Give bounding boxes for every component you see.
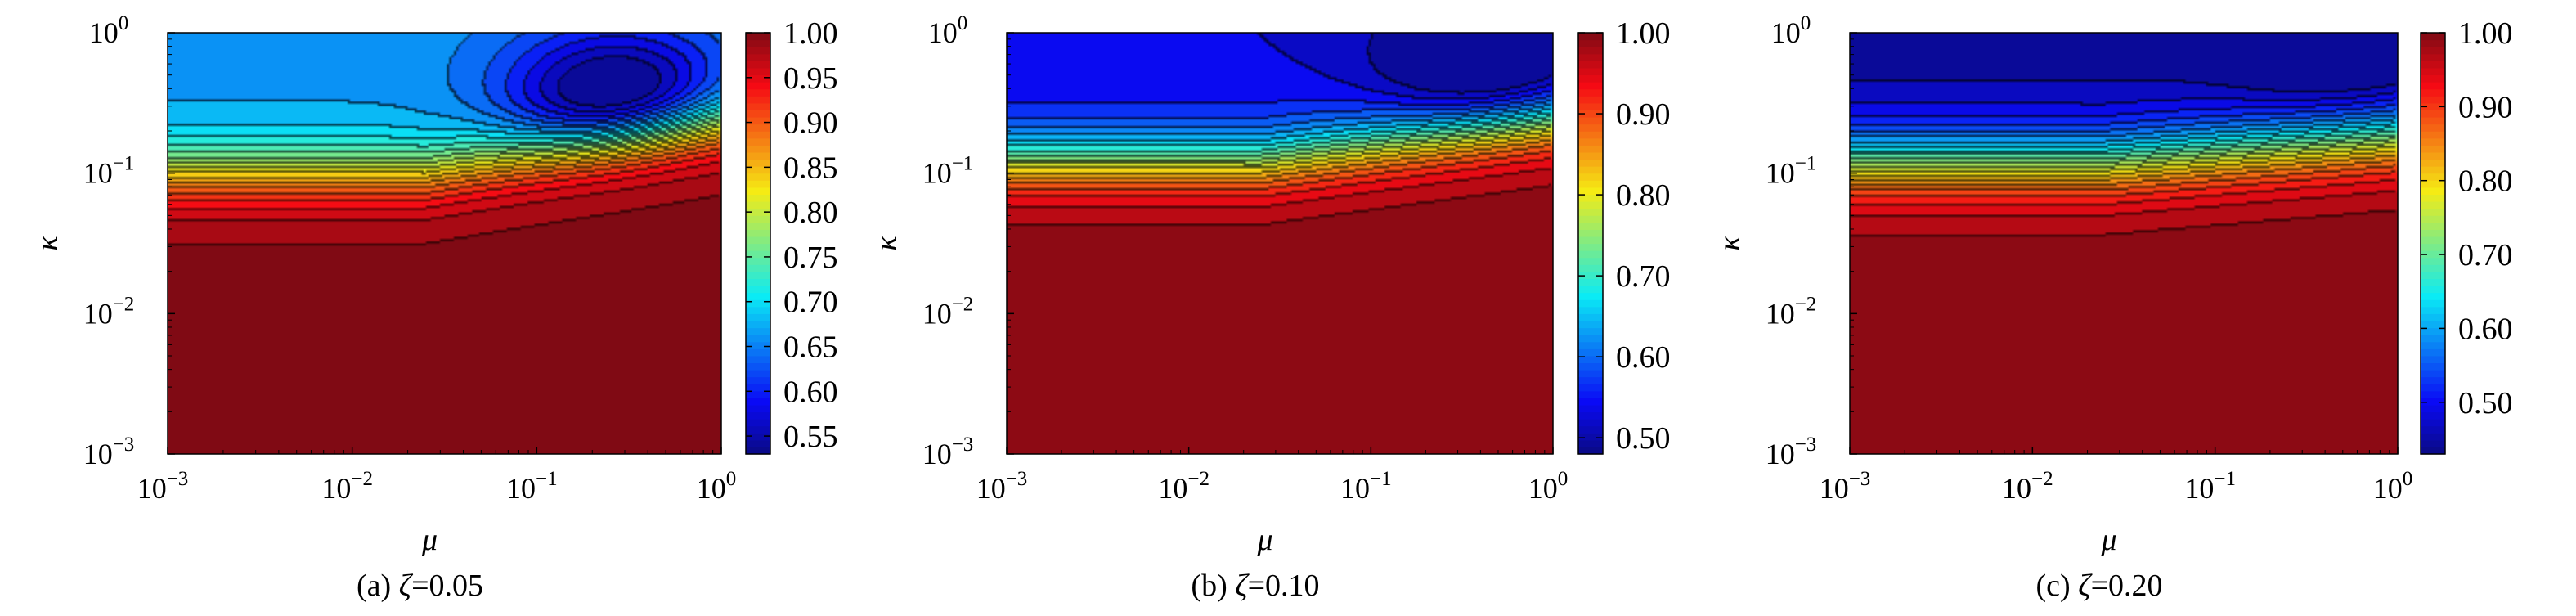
y-axis-label: κ (1712, 236, 1747, 251)
x-tick-label: 10−1 (2184, 468, 2236, 505)
colorbar-tick-label: 0.85 (783, 151, 838, 185)
y-tick-label: 10−1 (1766, 153, 1817, 190)
x-tick-label: 10−3 (137, 468, 189, 505)
y-tick-label: 10−2 (922, 293, 974, 330)
plot-frame (167, 32, 722, 455)
y-tick-label: 100 (928, 12, 968, 49)
colorbar-tick-label: 0.70 (1616, 259, 1671, 294)
x-tick-label: 10−3 (976, 468, 1028, 505)
y-tick-label: 10−3 (922, 434, 974, 470)
y-tick-label: 10−3 (1766, 434, 1817, 470)
contour-field (168, 33, 721, 454)
colorbar-tick-label: 0.60 (2458, 312, 2513, 346)
colorbar-tick-label: 0.70 (2458, 238, 2513, 272)
x-tick-label: 10−1 (1340, 468, 1392, 505)
colorbar-tick-label: 1.00 (2458, 16, 2513, 51)
colorbar-tick-label: 0.90 (2458, 90, 2513, 124)
contour-field (1850, 33, 2398, 454)
y-tick-label: 100 (89, 12, 129, 49)
colorbar-tick-label: 0.70 (783, 286, 838, 320)
contour-field (1007, 33, 1553, 454)
colorbar: 0.50 0.60 0.70 0.80 0.90 1.00 (2420, 16, 2513, 455)
colorbar-tick-label: 0.60 (1616, 340, 1671, 375)
colorbar-tick-label: 0.80 (1616, 178, 1671, 213)
panel-b: 10−3 10−2 10−1 100 10−3 10−2 10−1 100 μ κ (b) ζ=0.… (869, 12, 1671, 603)
colorbar-tick-label: 0.50 (1616, 421, 1671, 456)
colorbar-tick-label: 0.75 (783, 241, 838, 275)
panel-caption: (b) ζ=0.10 (1191, 569, 1319, 603)
panel-c: 10−3 10−2 10−1 100 10−3 10−2 10−1 100 μ κ (c) ζ=0.… (1712, 12, 2513, 603)
x-tick-label: 10−2 (321, 468, 373, 505)
x-tick-label: 10−2 (2002, 468, 2053, 505)
x-axis-label: μ (2100, 523, 2116, 557)
x-tick-label: 100 (697, 468, 737, 505)
x-tick-label: 10−2 (1158, 468, 1209, 505)
colorbar-tick-label: 0.65 (783, 330, 838, 365)
colorbar-tick-label: 1.00 (783, 16, 838, 51)
colorbar-tick-label: 0.60 (783, 375, 838, 409)
colorbar-tick-label: 0.55 (783, 420, 838, 454)
colorbar-tick-label: 0.80 (783, 196, 838, 230)
y-tick-label: 10−2 (1766, 293, 1817, 330)
x-tick-label: 10−3 (1820, 468, 1871, 505)
y-tick-label: 10−2 (83, 293, 135, 330)
panel-caption: (c) ζ=0.20 (2035, 569, 2162, 603)
colorbar-tick-label: 0.80 (2458, 164, 2513, 199)
y-tick-label: 10−1 (922, 153, 974, 190)
panel-a: 10−3 10−2 10−1 100 10−3 10−2 10−1 100 μ κ (a) ζ=0.… (30, 12, 838, 603)
colorbar: 0.50 0.60 0.70 0.80 0.90 1.00 (1577, 16, 1671, 456)
x-tick-label: 100 (1528, 468, 1568, 505)
colorbar-tick-label: 0.95 (783, 61, 838, 96)
x-axis-label: μ (421, 523, 438, 557)
colorbar-tick-label: 0.50 (2458, 386, 2513, 420)
y-tick-label: 10−1 (83, 153, 135, 190)
x-tick-label: 100 (2373, 468, 2413, 505)
panel-caption: (a) ζ=0.05 (357, 569, 483, 603)
colorbar: 0.55 0.60 0.65 0.70 0.75 0.80 0.85 0.90 0.95 1.00 (745, 16, 838, 455)
x-tick-label: 10−1 (506, 468, 558, 505)
x-axis-label: μ (1256, 523, 1272, 557)
plot-frame (1849, 32, 2399, 455)
y-axis-label: κ (30, 236, 65, 251)
y-axis-label: κ (869, 236, 904, 251)
colorbar-tick-label: 0.90 (1616, 97, 1671, 132)
y-tick-label: 10−3 (83, 434, 135, 470)
colorbar-tick-label: 0.90 (783, 106, 838, 141)
plot-frame (1006, 32, 1554, 455)
y-tick-label: 100 (1771, 12, 1811, 49)
colorbar-tick-label: 1.00 (1616, 16, 1671, 51)
